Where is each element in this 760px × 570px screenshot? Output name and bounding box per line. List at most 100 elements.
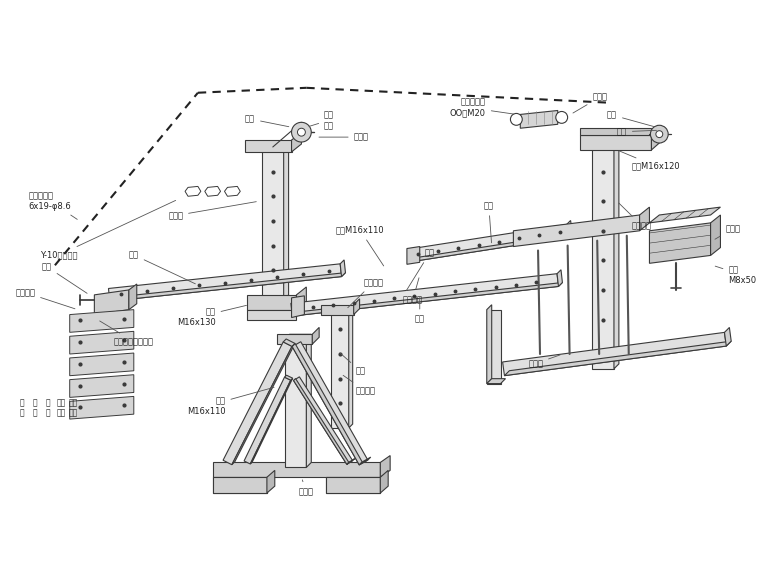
- Text: 绳轮: 绳轮: [607, 111, 654, 127]
- Polygon shape: [185, 186, 201, 196]
- Polygon shape: [262, 142, 289, 147]
- Polygon shape: [592, 137, 619, 142]
- Polygon shape: [292, 296, 304, 317]
- Polygon shape: [267, 470, 275, 493]
- Polygon shape: [505, 341, 731, 376]
- Polygon shape: [581, 128, 651, 135]
- Text: 销轴: 销轴: [42, 262, 87, 294]
- Bar: [285, 339, 306, 467]
- Text: 销轴: 销轴: [245, 115, 289, 127]
- Polygon shape: [724, 327, 731, 346]
- Text: 前支架: 前支架: [299, 480, 314, 496]
- Circle shape: [651, 125, 668, 143]
- Polygon shape: [353, 299, 359, 315]
- Text: 后梁: 后梁: [484, 201, 494, 243]
- Polygon shape: [277, 334, 312, 344]
- Polygon shape: [557, 270, 562, 287]
- Bar: [592, 142, 614, 369]
- Text: 上立柱: 上立柱: [168, 202, 256, 220]
- Polygon shape: [245, 140, 292, 152]
- Polygon shape: [614, 137, 619, 369]
- Polygon shape: [331, 306, 353, 310]
- Polygon shape: [247, 310, 296, 320]
- Polygon shape: [213, 462, 380, 477]
- Text: 中梁: 中梁: [407, 249, 435, 291]
- Polygon shape: [567, 221, 572, 237]
- Polygon shape: [70, 353, 134, 376]
- Polygon shape: [650, 207, 720, 223]
- Polygon shape: [340, 260, 346, 276]
- Polygon shape: [247, 295, 296, 310]
- Polygon shape: [359, 457, 371, 465]
- Polygon shape: [224, 186, 240, 196]
- Text: Y-10钢丝绳夹: Y-10钢丝绳夹: [40, 201, 176, 259]
- Text: 钢绳吊板: 钢绳吊板: [15, 288, 75, 309]
- Text: 开口销: 开口销: [319, 133, 369, 141]
- Polygon shape: [292, 342, 368, 465]
- Polygon shape: [292, 344, 363, 465]
- Polygon shape: [70, 310, 134, 332]
- Text: 钢
绳: 钢 绳: [46, 398, 50, 418]
- Polygon shape: [380, 455, 390, 477]
- Bar: [262, 147, 283, 300]
- Polygon shape: [284, 375, 293, 380]
- Polygon shape: [285, 334, 312, 339]
- Bar: [331, 310, 349, 428]
- Text: 螺母: 螺母: [415, 298, 425, 324]
- Polygon shape: [640, 207, 650, 231]
- Text: 前伸缩架: 前伸缩架: [348, 278, 384, 308]
- Polygon shape: [244, 377, 291, 464]
- Text: 螺
栓: 螺 栓: [20, 398, 24, 418]
- Polygon shape: [296, 287, 306, 310]
- Text: 螺栓M16x120: 螺栓M16x120: [619, 151, 680, 171]
- Polygon shape: [514, 215, 640, 247]
- Text: 前梁: 前梁: [129, 250, 195, 284]
- Polygon shape: [321, 305, 353, 315]
- Polygon shape: [213, 477, 267, 493]
- Text: 开口销: 开口销: [573, 93, 607, 113]
- Text: 螺母: 螺母: [340, 353, 366, 376]
- Text: 加强钢丝绳
6x19-φ8.6: 加强钢丝绳 6x19-φ8.6: [28, 192, 78, 219]
- Polygon shape: [651, 128, 660, 150]
- Polygon shape: [292, 132, 302, 152]
- Text: 螺栓M16x110: 螺栓M16x110: [336, 226, 385, 266]
- Polygon shape: [306, 334, 312, 467]
- Polygon shape: [129, 284, 137, 310]
- Circle shape: [511, 113, 522, 125]
- Text: 后支架: 后支架: [528, 355, 560, 368]
- Circle shape: [292, 123, 312, 142]
- Polygon shape: [486, 378, 505, 384]
- Polygon shape: [293, 283, 562, 316]
- Polygon shape: [711, 215, 720, 255]
- Polygon shape: [293, 377, 353, 465]
- Polygon shape: [94, 290, 129, 315]
- Polygon shape: [486, 305, 492, 384]
- Circle shape: [297, 128, 306, 136]
- Polygon shape: [204, 186, 220, 196]
- Text: 垫圈
绳轮: 垫圈 绳轮: [309, 111, 334, 130]
- Text: 开式螺旋扣
OO型M20: 开式螺旋扣 OO型M20: [450, 97, 514, 117]
- Polygon shape: [349, 306, 353, 428]
- Polygon shape: [283, 339, 295, 347]
- Polygon shape: [283, 142, 289, 300]
- Text: 后伸缩架: 后伸缩架: [619, 203, 652, 230]
- Circle shape: [656, 131, 663, 137]
- Text: 销
轴: 销 轴: [33, 398, 37, 418]
- Circle shape: [556, 112, 568, 123]
- Polygon shape: [250, 378, 293, 464]
- Polygon shape: [347, 459, 355, 465]
- Polygon shape: [70, 374, 134, 397]
- Text: 弹簧垫圈: 弹簧垫圈: [343, 375, 375, 396]
- Text: 钢绳
卡蕾: 钢绳 卡蕾: [69, 398, 78, 418]
- Polygon shape: [110, 272, 346, 301]
- Text: 螺栓
M16x130: 螺栓 M16x130: [177, 306, 246, 327]
- Polygon shape: [70, 331, 134, 354]
- Polygon shape: [380, 470, 388, 493]
- Polygon shape: [486, 310, 501, 384]
- Polygon shape: [312, 327, 319, 344]
- Text: 螺栓
M16x110: 螺栓 M16x110: [187, 387, 274, 416]
- Polygon shape: [650, 223, 711, 263]
- Polygon shape: [232, 344, 295, 465]
- Polygon shape: [109, 264, 341, 301]
- Text: 弹簧垫圈: 弹簧垫圈: [403, 278, 423, 304]
